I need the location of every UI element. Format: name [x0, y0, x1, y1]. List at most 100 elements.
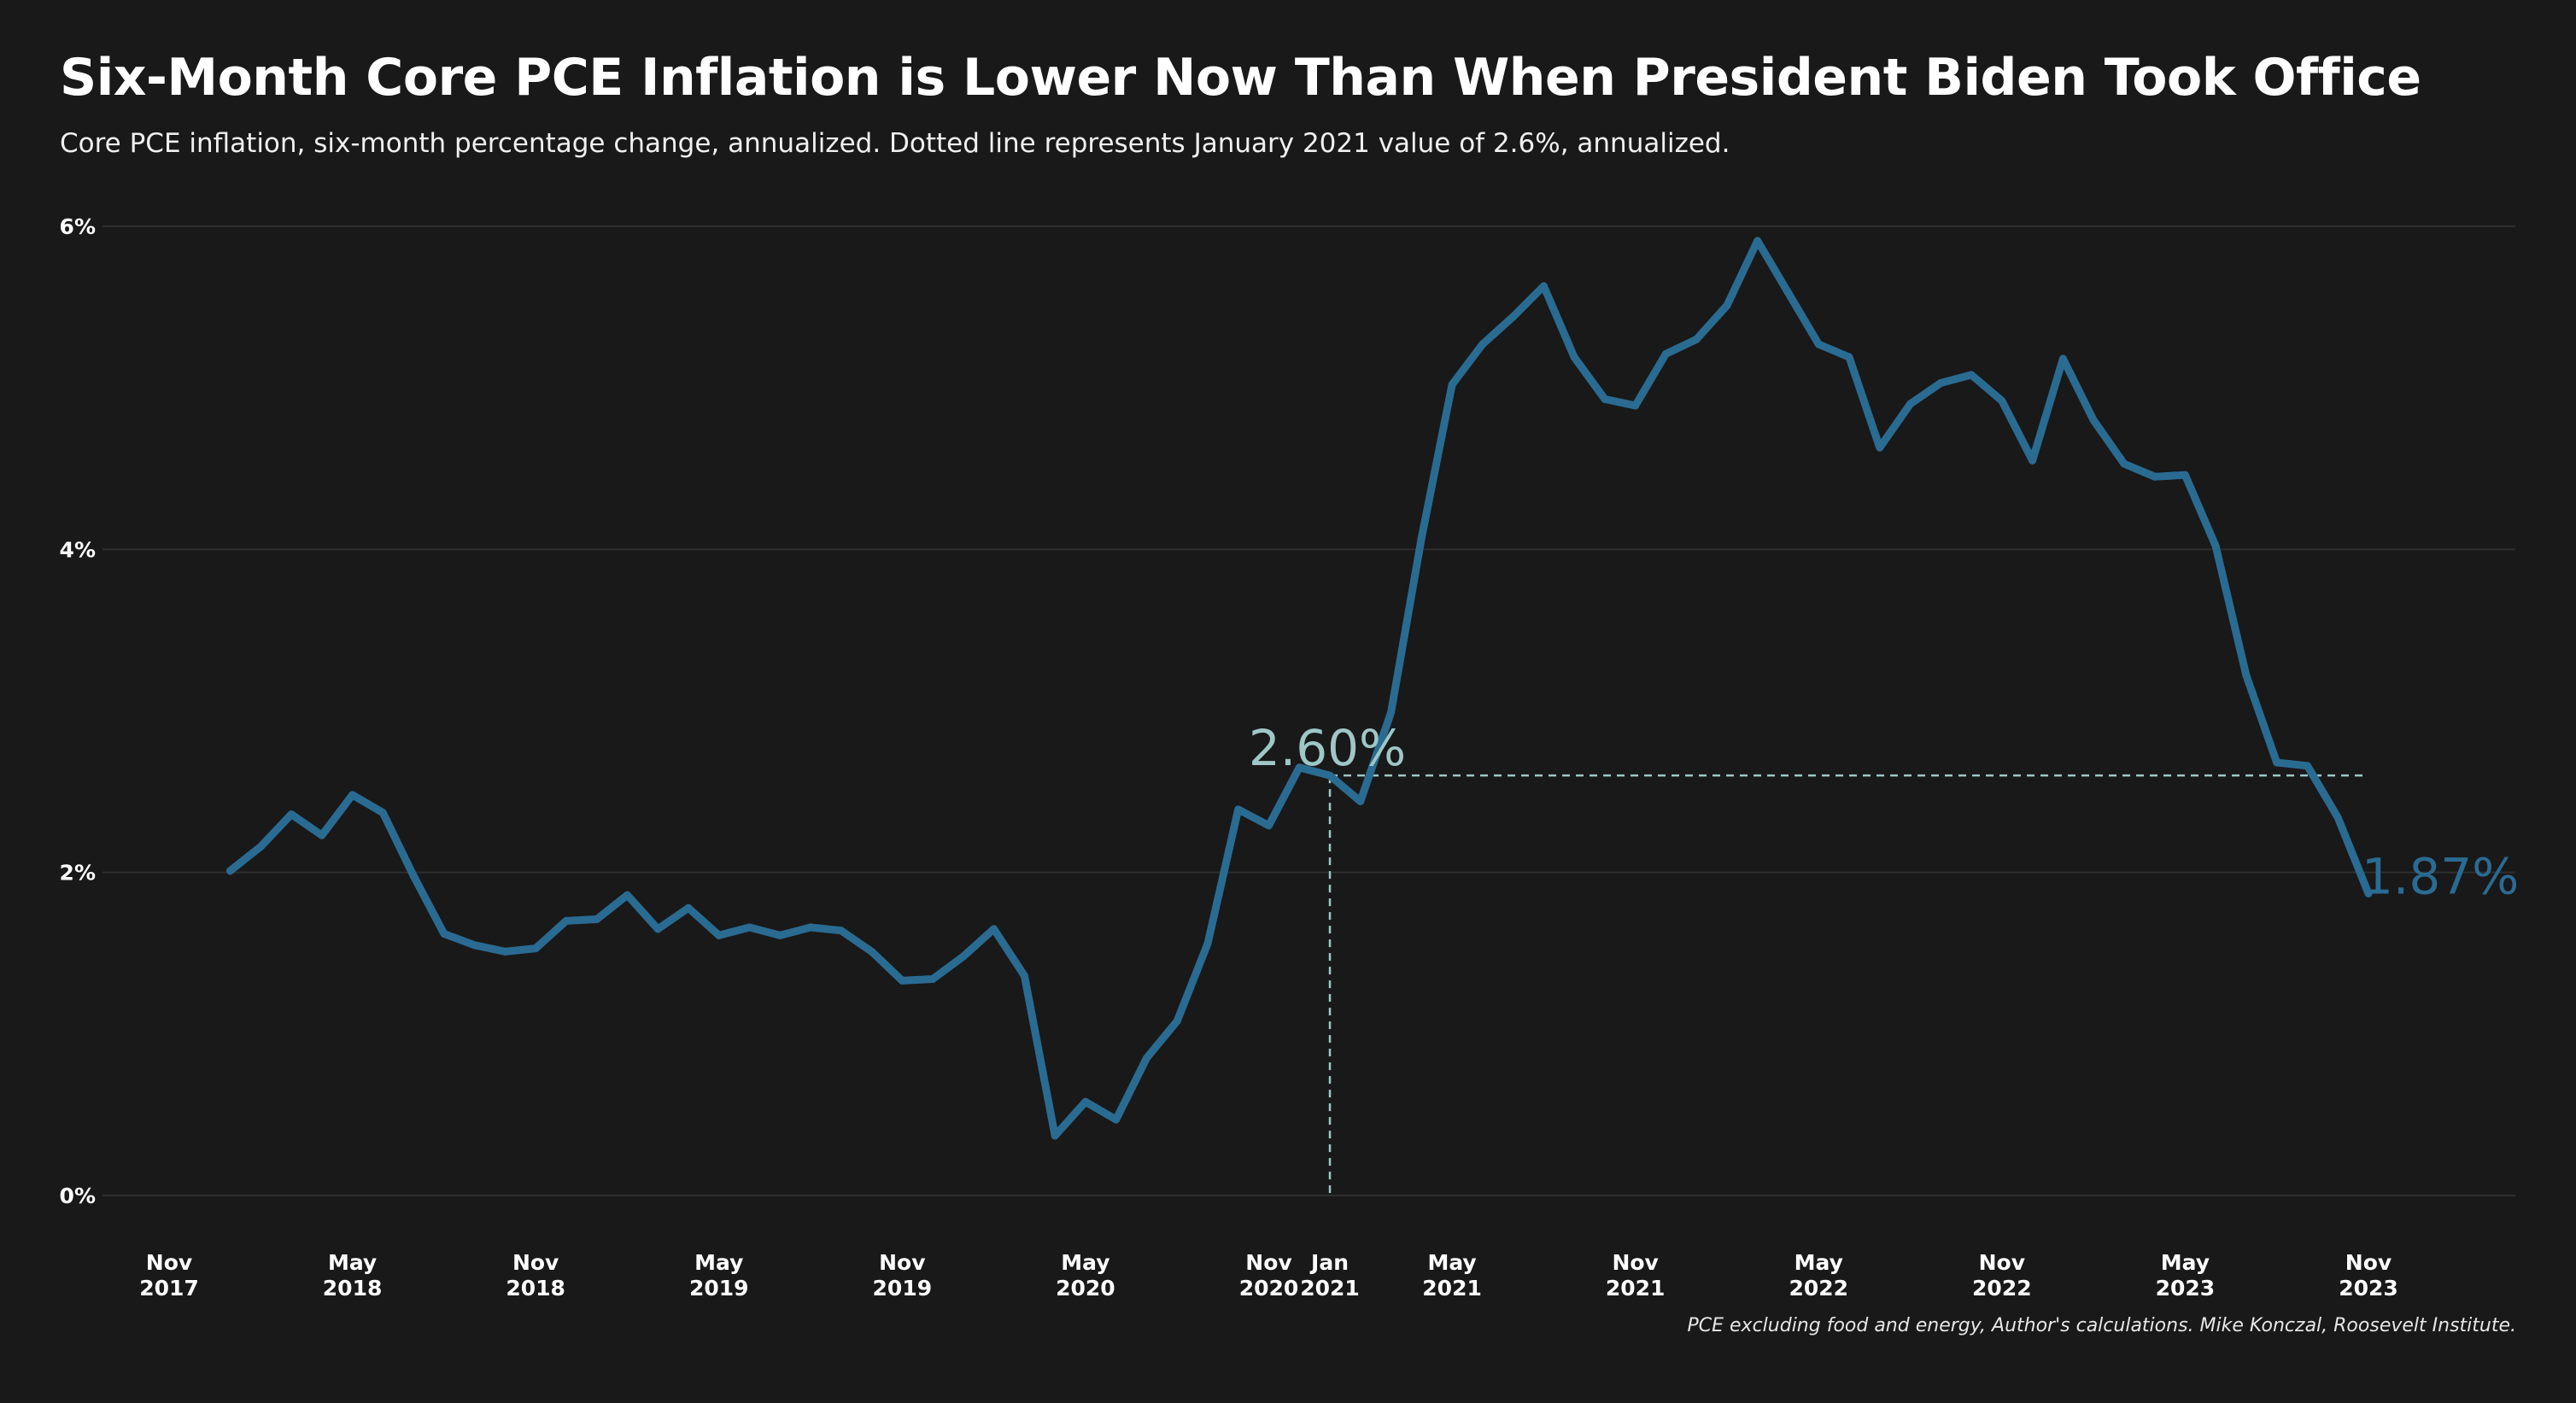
data-point	[898, 976, 906, 985]
data-point	[990, 925, 998, 933]
data-point	[1448, 380, 1456, 389]
data-point	[624, 891, 631, 899]
data-point	[1998, 396, 2006, 405]
grid-lines	[102, 225, 2515, 1196]
data-point	[2029, 456, 2037, 465]
y-tick-label: 0%	[60, 1184, 96, 1208]
data-point	[1601, 395, 1609, 403]
x-tick-label: May 2021	[1422, 1250, 1482, 1301]
x-tick-label: May 2019	[689, 1250, 749, 1301]
data-point	[1417, 534, 1426, 542]
data-point	[2181, 471, 2189, 479]
chart-title: Six-Month Core PCE Inflation is Lower No…	[60, 48, 2421, 108]
data-point	[1295, 763, 1303, 772]
x-tick-label: May 2018	[323, 1250, 383, 1301]
end-value-label: 1.87%	[2362, 847, 2519, 905]
data-point	[1051, 1131, 1059, 1140]
series-line-0	[226, 237, 2373, 1140]
reference-value-label: 2.60%	[1249, 719, 1406, 777]
data-point	[868, 947, 876, 956]
x-tick-label: Nov 2017	[139, 1250, 199, 1301]
x-tick-label: May 2022	[1789, 1250, 1848, 1301]
data-point	[1876, 443, 1884, 452]
data-point	[501, 947, 509, 956]
data-point	[1142, 1054, 1150, 1062]
x-tick-label: May 2023	[2156, 1250, 2216, 1301]
data-point	[2151, 472, 2159, 481]
data-point	[653, 925, 662, 933]
data-point	[409, 872, 418, 880]
data-point	[1967, 371, 1976, 379]
data-point	[256, 842, 265, 851]
data-point	[318, 831, 326, 839]
data-point	[1723, 301, 1731, 310]
data-point	[2211, 542, 2220, 551]
x-tick-label: Nov 2019	[873, 1250, 933, 1301]
data-point	[2058, 354, 2067, 363]
data-point	[2304, 762, 2311, 770]
data-point	[746, 923, 753, 932]
data-point	[348, 791, 357, 799]
data-point	[1936, 379, 1945, 387]
callout-labels: 2.60% 1.87%	[1249, 719, 2519, 905]
x-tick-label: Nov 2018	[506, 1250, 565, 1301]
data-point	[1478, 340, 1487, 348]
data-point	[1234, 805, 1243, 814]
x-tick-label: Nov 2021	[1606, 1250, 1666, 1301]
data-point	[1326, 771, 1334, 780]
data-point	[1509, 313, 1518, 321]
data-point	[806, 923, 815, 932]
data-point	[959, 952, 968, 961]
data-point	[2273, 758, 2281, 767]
data-point	[684, 903, 693, 912]
data-point	[471, 941, 479, 950]
y-tick-label: 4%	[60, 537, 96, 562]
data-point	[1387, 708, 1396, 716]
reference-lines	[1328, 774, 2368, 1195]
x-tick-label: Jan 2021	[1300, 1250, 1360, 1301]
data-point	[440, 930, 448, 938]
x-tick-label: May 2020	[1056, 1250, 1115, 1301]
data-point	[715, 931, 723, 939]
data-point	[1631, 401, 1640, 410]
data-point	[2089, 416, 2098, 424]
y-tick-label: 6%	[60, 214, 96, 239]
data-point	[1661, 349, 1670, 358]
data-point	[1845, 353, 1853, 361]
data-point	[2120, 459, 2128, 468]
data-point	[287, 810, 296, 819]
data-point	[1081, 1097, 1090, 1106]
x-tick-label: Nov 2020	[1239, 1250, 1299, 1301]
chart-subtitle: Core PCE inflation, six-month percentage…	[60, 128, 1730, 159]
series-layer	[226, 237, 2373, 1140]
data-point	[1570, 353, 1578, 361]
data-point	[1539, 282, 1548, 290]
x-tick-label: Nov 2022	[1972, 1250, 2032, 1301]
data-point	[1020, 972, 1028, 980]
x-axis-ticks: Nov 2017 May 2018 Nov 2018 May 2019 Nov 2019 May 20…	[139, 1250, 2398, 1301]
data-point	[226, 867, 234, 875]
data-point	[2333, 813, 2342, 821]
data-point	[776, 931, 784, 939]
data-point	[2242, 671, 2251, 680]
data-point	[562, 916, 571, 925]
data-point	[1753, 237, 1762, 245]
data-point	[928, 975, 937, 983]
x-tick-label: Nov 2023	[2339, 1250, 2398, 1301]
data-point	[837, 927, 846, 935]
data-point	[1173, 1017, 1181, 1026]
chart-source-note: PCE excluding food and energy, Author's …	[1687, 1315, 2517, 1336]
data-point	[1906, 400, 1914, 408]
data-point	[1265, 821, 1273, 830]
data-point	[593, 915, 601, 923]
data-point	[2364, 889, 2373, 897]
y-tick-label: 2%	[60, 861, 96, 886]
y-axis-ticks: 0% 2% 4% 6%	[60, 214, 96, 1208]
data-point	[1692, 335, 1701, 343]
data-point	[1814, 340, 1823, 348]
data-point	[1203, 939, 1212, 948]
data-point	[378, 809, 387, 817]
data-point	[531, 944, 540, 953]
data-point	[1112, 1115, 1121, 1124]
